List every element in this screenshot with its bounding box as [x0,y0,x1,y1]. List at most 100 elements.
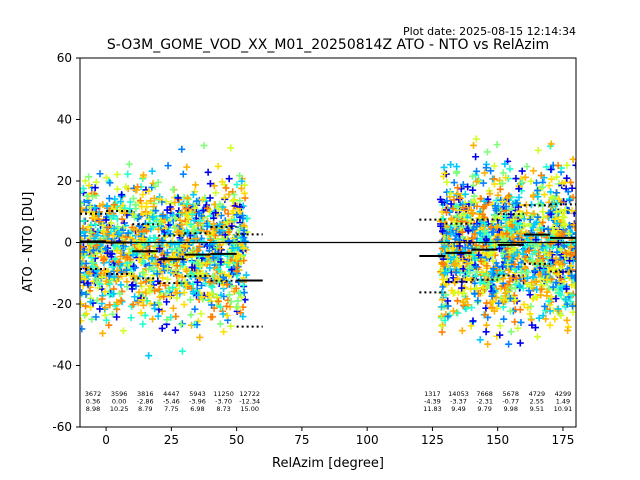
scatter-point [233,181,241,189]
scatter-point [568,207,576,215]
scatter-point [547,188,555,196]
scatter-point [106,291,114,299]
scatter-point [82,206,90,214]
scatter-point [232,255,240,263]
scatter-point [538,285,546,293]
scatter-point [122,183,130,191]
scatter-point [164,227,172,235]
y-tick-label: -40 [52,359,72,373]
scatter-point [511,225,519,233]
scatter-point [113,267,121,275]
scatter-point [104,223,112,231]
scatter-point [511,318,519,326]
scatter-point [469,234,477,242]
scatter-point [568,184,576,192]
scatter-point [563,161,571,169]
scatter-point [529,273,537,281]
scatter-point [166,293,174,301]
scatter-point [566,196,574,204]
scatter-point [171,214,179,222]
scatter-point [456,262,464,270]
scatter-point [479,284,487,292]
scatter-point [154,178,162,186]
scatter-point [183,242,191,250]
scatter-point [546,301,554,309]
scatter-point [80,198,88,206]
scatter-point [530,267,538,275]
scatter-point [516,306,524,314]
scatter-point [506,294,514,302]
scatter-point [479,179,487,187]
scatter-point [146,219,154,227]
scatter-point [497,219,505,227]
scatter-point [530,210,538,218]
scatter-point [515,185,523,193]
scatter-point [501,234,509,242]
bin-count-label: 3596 [111,390,128,398]
scatter-point [506,248,514,256]
scatter-point [206,278,214,286]
scatter-point [501,212,509,220]
scatter-point [134,214,142,222]
scatter-point [520,222,528,230]
scatter-point [517,268,525,276]
scatter-point [102,304,110,312]
scatter-point [102,216,110,224]
scatter-point [476,336,484,344]
scatter-point [513,248,521,256]
scatter-point [467,322,475,330]
scatter-point [511,285,519,293]
scatter-point [137,197,145,205]
scatter-point [484,195,492,203]
scatter-point [547,140,555,148]
scatter-point [560,242,568,250]
scatter-point [507,328,515,336]
scatter-point [146,300,154,308]
scatter-point [203,222,211,230]
scatter-point [501,160,509,168]
scatter-point [91,204,99,212]
scatter-point [99,221,107,229]
scatter-point [496,322,504,330]
scatter-point [118,191,126,199]
scatter-point [94,284,102,292]
scatter-point [456,194,464,202]
scatter-point [80,289,86,297]
scatter-point [86,208,94,216]
scatter-point [121,209,129,217]
scatter-point [122,266,130,274]
scatter-point [98,295,106,303]
scatter-point [171,326,179,334]
scatter-point [479,210,487,218]
scatter-point [472,263,480,271]
scatter-point [213,293,221,301]
scatter-point [564,265,572,273]
scatter-point [447,161,455,169]
scatter-point [564,255,572,263]
scatter-point [454,297,462,305]
scatter-point [540,191,548,199]
scatter-point [520,250,528,258]
scatter-point [96,218,104,226]
scatter-point [136,243,144,251]
scatter-point [490,180,498,188]
scatter-point [458,284,466,292]
scatter-point [193,321,201,329]
scatter-point [154,312,162,320]
scatter-point [139,191,147,199]
scatter-point [555,270,563,278]
scatter-point [216,245,224,253]
scatter-point [124,170,132,178]
scatter-point [552,254,560,262]
scatter-point [553,173,561,181]
scatter-point [503,229,511,237]
scatter-point [149,213,157,221]
scatter-point [535,271,543,279]
scatter-point [135,255,143,263]
scatter-point [441,169,449,177]
scatter-point [80,184,87,192]
plot-date: Plot date: 2025-08-15 12:14:34 [403,25,576,38]
scatter-point [114,223,122,231]
scatter-point [125,249,133,257]
